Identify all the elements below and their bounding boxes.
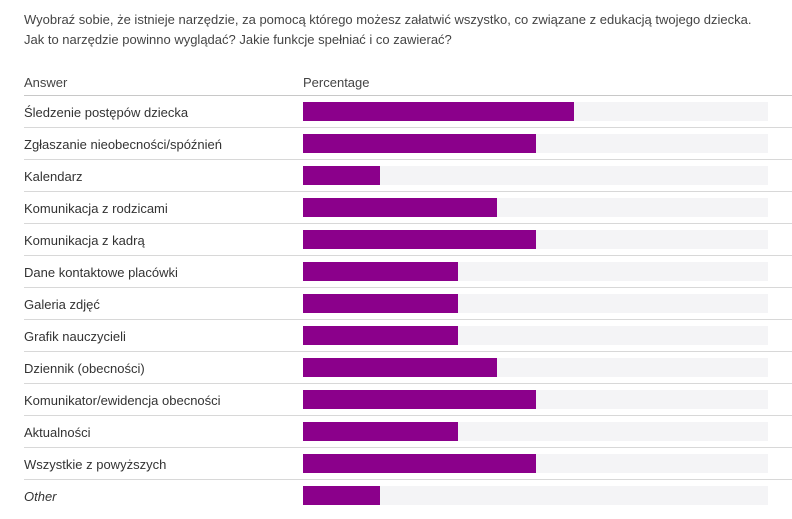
percentage-bar [303,134,536,153]
table-row: Other [24,480,792,511]
percentage-bar [303,198,497,217]
bar-track [303,134,768,153]
percentage-bar [303,486,381,505]
bar-track [303,486,768,505]
answer-label: Zgłaszanie nieobecności/spóźnień [24,137,223,152]
bar-track [303,454,768,473]
percentage-bar [303,230,536,249]
bar-track [303,358,768,377]
results-table: Śledzenie postępów dziecka Zgłaszanie nie… [24,96,792,511]
percentage-bar [303,422,458,441]
table-row: Galeria zdjęć [24,288,792,320]
percentage-bar [303,294,458,313]
bar-track [303,262,768,281]
bar-track [303,326,768,345]
answer-label: Śledzenie postępów dziecka [24,105,189,120]
bar-track [303,294,768,313]
percentage-bar [303,454,536,473]
table-row: Kalendarz [24,160,792,192]
answer-label: Wszystkie z powyższych [24,457,167,472]
table-row: Wszystkie z powyższych [24,448,792,480]
answer-label: Grafik nauczycieli [24,329,126,344]
table-row: Komunikacja z rodzicami [24,192,792,224]
table-row: Dane kontaktowe placówki [24,256,792,288]
table-row: Komunikacja z kadrą [24,224,792,256]
answer-label: Aktualności [24,425,91,440]
answer-label: Dziennik (obecności) [24,361,145,376]
answer-label: Dane kontaktowe placówki [24,265,178,280]
answer-label: Komunikacja z kadrą [24,233,145,248]
bar-track [303,198,768,217]
table-row: Śledzenie postępów dziecka [24,96,792,128]
bar-track [303,422,768,441]
percentage-bar [303,358,497,377]
table-row: Dziennik (obecności) [24,352,792,384]
percentage-bar [303,262,458,281]
percentage-bar [303,326,458,345]
percentage-bar [303,390,536,409]
answer-label: Kalendarz [24,169,83,184]
bar-track [303,390,768,409]
answer-label: Galeria zdjęć [24,297,100,312]
answer-label: Komunikator/ewidencja obecności [24,393,221,408]
table-row: Aktualności [24,416,792,448]
percentage-bar [303,166,381,185]
table-header: Answer Percentage [24,75,792,95]
percentage-bar [303,102,575,121]
answer-label: Komunikacja z rodzicami [24,201,168,216]
header-divider [24,95,792,96]
table-row: Komunikator/ewidencja obecności [24,384,792,416]
bar-track [303,230,768,249]
answer-column-header: Answer [24,75,68,90]
bar-track [303,166,768,185]
survey-question: Wyobraź sobie, że istnieje narzędzie, za… [24,12,752,47]
percentage-column-header: Percentage [303,75,370,90]
table-row: Zgłaszanie nieobecności/spóźnień [24,128,792,160]
answer-label: Other [24,489,57,504]
table-row: Grafik nauczycieli [24,320,792,352]
bar-track [303,102,768,121]
